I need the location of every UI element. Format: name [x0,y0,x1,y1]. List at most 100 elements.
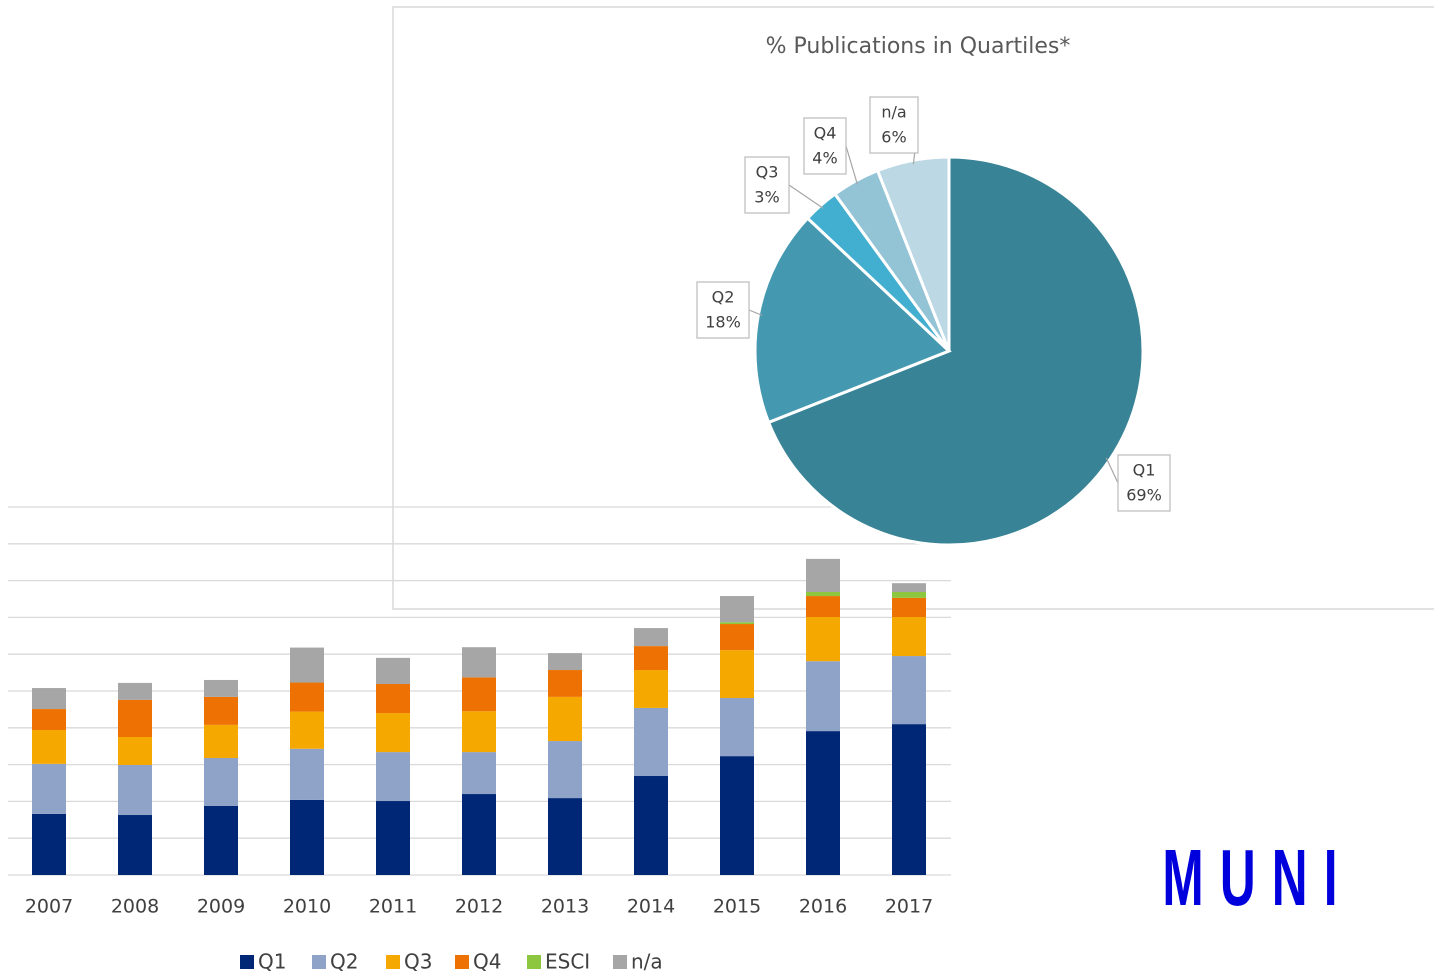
legend-swatch [312,955,326,969]
x-tick-label: 2016 [799,896,847,918]
pie-title: % Publications in Quartiles* [766,34,1071,59]
bar-segment [32,688,66,710]
legend-swatch [527,955,541,969]
bar-segment [376,801,410,875]
bar-segment [548,653,582,671]
bar-segment [806,617,840,662]
legend-swatch [613,955,627,969]
bar-segment [204,679,238,697]
label-box [1117,454,1171,512]
pie-slice [875,155,951,352]
bar-segment [892,597,926,618]
bar-segment [376,713,410,753]
bar-segment [720,756,754,875]
bar-segment [32,730,66,764]
bar-segment [720,596,754,623]
x-tick-label: 2011 [369,896,417,918]
pie-slice [766,155,1145,547]
x-tick-label: 2008 [111,896,159,918]
slice-value-label: 69% [1126,486,1162,505]
bar-segment [548,696,582,742]
label-box [803,117,847,175]
bar-segment [290,647,324,683]
x-tick-label: 2015 [713,896,761,918]
legend-label: ESCI [545,950,590,973]
bar-segment [204,724,238,758]
pie-chart: % Publications in Quartiles* Q1 69% Q2 18% Q… [696,34,1171,547]
bar-segment [806,596,840,618]
logo: MUNI [1162,834,1353,923]
bar-segment [204,696,238,725]
legend-label: Q3 [404,950,432,973]
bar-segment [118,682,152,700]
bar-segment [462,647,496,678]
x-tick-label: 2017 [885,896,933,918]
bar-segment [634,628,668,647]
bar-segment [634,646,668,671]
legend-swatch [240,955,254,969]
label-box [869,96,919,154]
slice-category: Q4 [814,124,837,143]
bar-segment [548,741,582,799]
bar-segment [118,764,152,816]
bar-segment [634,707,668,777]
bar-segment [462,794,496,875]
slice-value-label: 3% [754,188,779,207]
bar-segment [720,624,754,651]
bar-segment [892,583,926,593]
bar-segment [376,684,410,714]
bar-chart: 2007 2008 2009 2010 2011 2012 2013 2014 2015 2016… [8,506,951,973]
slice-value-label: 18% [705,313,741,332]
x-tick-label: 2009 [197,896,245,918]
legend-label: n/a [631,950,663,973]
x-tick-label: 2007 [25,896,73,918]
bar-segment [204,757,238,806]
bar-segment [290,799,324,875]
slice-value-label: 4% [812,149,837,168]
bar-segment [118,699,152,737]
leader-line [845,145,858,185]
bar-segment [634,670,668,708]
leader-line [788,184,824,209]
bar-segment [118,815,152,875]
bar-segment [806,661,840,732]
bar-segment [548,670,582,697]
bar-segment [32,709,66,731]
bar-segment [892,656,926,725]
label-box [696,281,750,339]
bar-segment [376,657,410,685]
leader-line [1105,457,1119,484]
x-tick-label: 2010 [283,896,331,918]
bar-segment [118,737,152,765]
legend-label: Q1 [258,950,286,973]
bar-segment [548,798,582,875]
bar-segment [32,763,66,814]
x-tick-label: 2014 [627,896,675,918]
bar-segment [806,592,840,597]
bar-segment [290,748,324,800]
slice-category: Q1 [1133,461,1156,480]
bar-segment [462,752,496,795]
bar-segment [32,813,66,875]
slice-category: n/a [881,103,906,122]
bar-segment [376,752,410,802]
pie-slice [753,216,952,425]
legend-label: Q4 [473,950,501,973]
legend-swatch [455,955,469,969]
x-tick-label: 2013 [541,896,589,918]
bar-segment [892,592,926,598]
leader-line [748,309,763,316]
slice-category: Q3 [756,163,779,182]
bar-segment [462,711,496,753]
legend-label: Q2 [330,950,358,973]
bar-segment [720,697,754,757]
label-box [744,156,790,214]
slice-category: Q2 [712,288,735,307]
bar-segment [462,677,496,712]
bar-segment [806,558,840,593]
bar-segment [806,731,840,875]
bar-segment [720,622,754,625]
bar-segment [892,724,926,875]
bar-segment [720,650,754,698]
